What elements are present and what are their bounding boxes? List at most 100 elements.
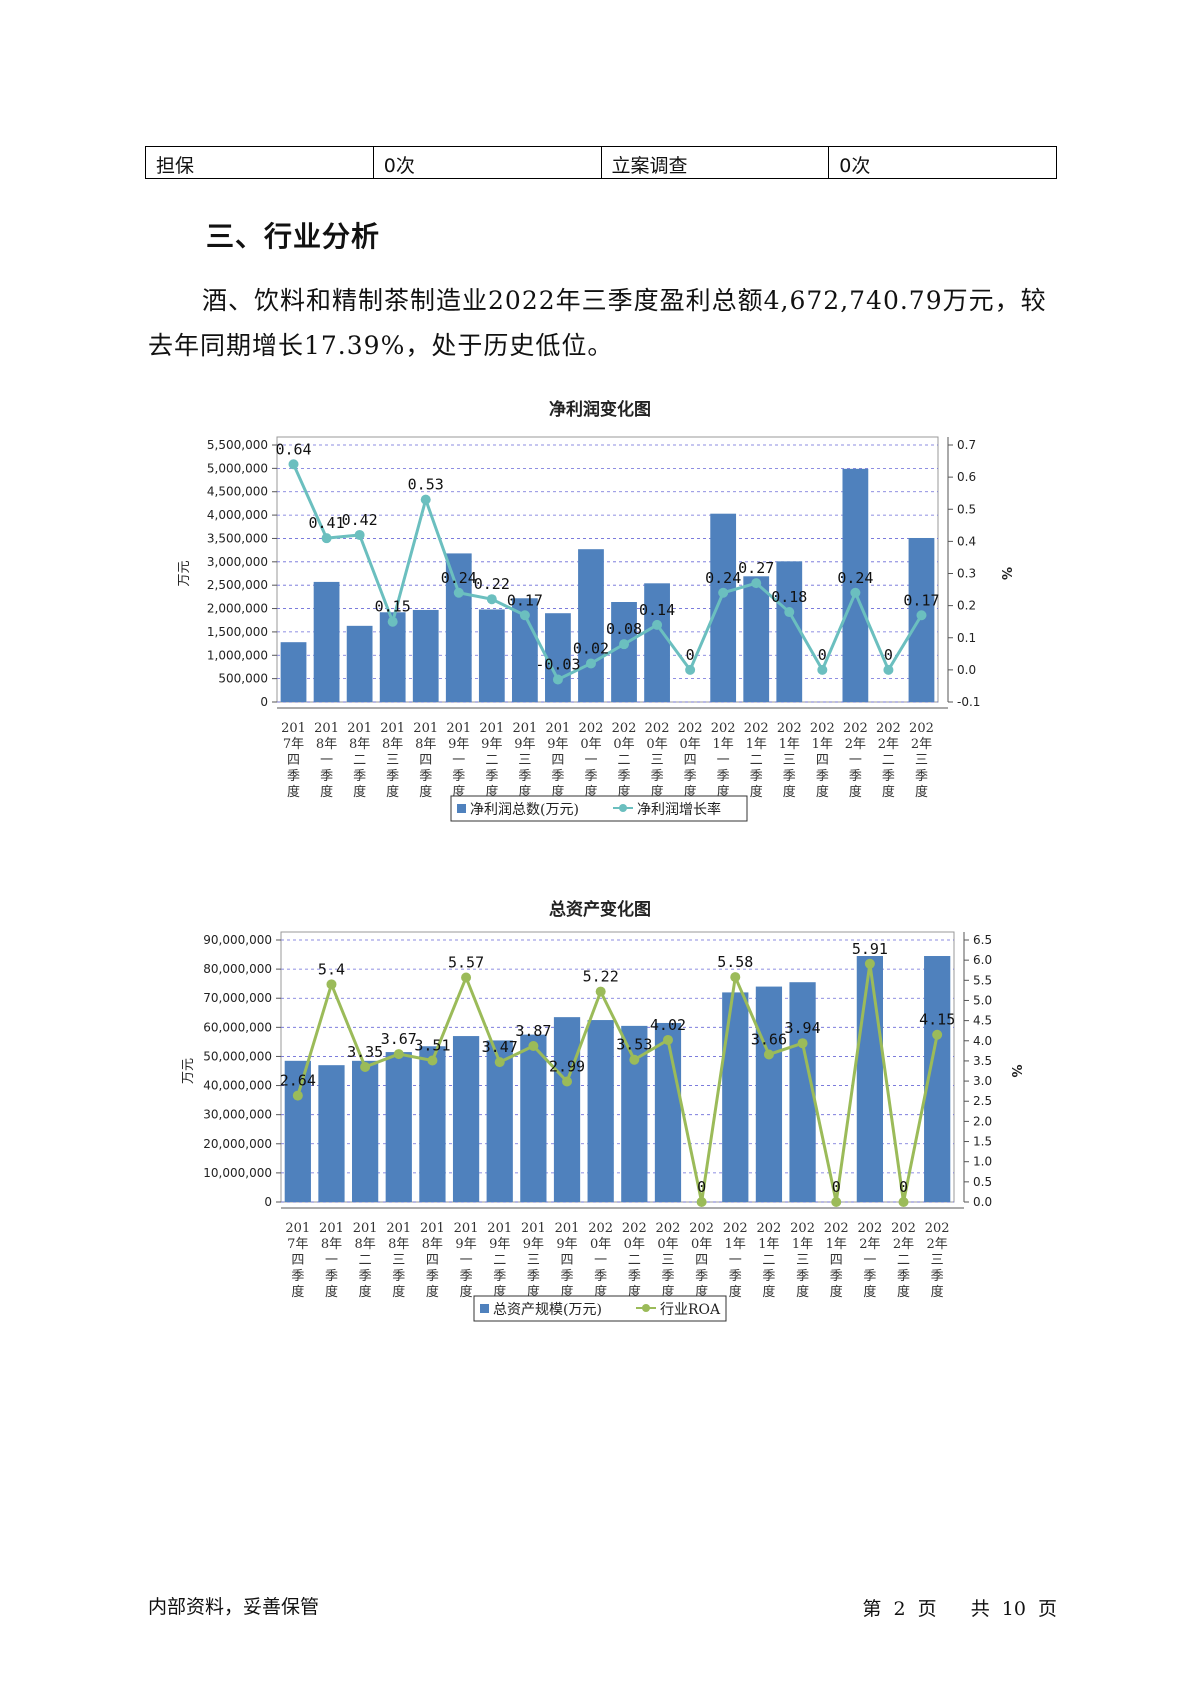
data-label: 0.42	[342, 511, 378, 529]
bar	[379, 612, 406, 702]
line-point	[850, 587, 861, 598]
data-label: 5.58	[717, 953, 753, 971]
data-label: 0	[818, 646, 827, 664]
line-point	[321, 533, 332, 544]
bar	[346, 625, 373, 702]
y-tick-label: 60,000,000	[203, 1020, 272, 1034]
x-tick-label: 201 8年一季度	[319, 1221, 344, 1300]
y-tick-label: 30,000,000	[203, 1108, 272, 1122]
data-label: 0	[832, 1178, 841, 1196]
line-point	[453, 587, 464, 598]
line-point	[595, 986, 606, 997]
line-point	[486, 594, 497, 605]
total-pages: 10	[1001, 1598, 1026, 1620]
y-tick-label: 70,000,000	[203, 991, 272, 1005]
bar	[452, 1036, 480, 1202]
x-tick-label: 202 1年二季度	[744, 721, 769, 800]
y-tick-label: 500,000	[218, 672, 268, 686]
legend-label-bar: 总资产规模(万元)	[493, 1302, 602, 1318]
x-tick-label: 202 2年三季度	[925, 1221, 950, 1300]
line-point	[288, 459, 299, 470]
line-point	[420, 494, 431, 505]
line-point	[685, 664, 696, 675]
chart-title: 总资产变化图	[549, 899, 651, 920]
x-tick-label: 201 8年二季度	[347, 721, 372, 800]
legend-label-bar: 净利润总数(万元)	[470, 802, 579, 818]
bar	[419, 1046, 446, 1202]
line-point	[696, 1197, 707, 1207]
x-tick-label: 202 0年三季度	[645, 721, 670, 800]
line-point	[916, 610, 927, 621]
x-tick-label: 202 2年二季度	[891, 1221, 916, 1300]
data-label: 2.99	[549, 1057, 585, 1075]
x-tick-label: 201 7年四季度	[285, 1221, 310, 1300]
y2-tick-label: 2.0	[973, 1114, 992, 1128]
y2-tick-label: 0.2	[957, 599, 976, 613]
data-label: 0.17	[507, 591, 543, 609]
footer-confidential: 内部资料，妥善保管	[148, 1596, 320, 1618]
y2-tick-label: 0.1	[957, 631, 976, 645]
bar	[313, 581, 340, 702]
y-tick-label: 1,000,000	[207, 648, 268, 662]
y2-tick-label: 3.5	[973, 1054, 992, 1068]
bar	[280, 642, 307, 702]
data-label: 3.66	[751, 1030, 787, 1048]
legend-label-line: 净利润增长率	[637, 801, 721, 818]
line-point	[619, 639, 630, 650]
bar	[856, 956, 883, 1202]
net-profit-chart: 净利润变化图 5,500,000 5,000,000 4,500,000 4,000,0…	[0, 380, 1191, 850]
data-label: 3.51	[414, 1037, 450, 1055]
line-point	[932, 1029, 943, 1040]
x-tick-label: 202 0年二季度	[622, 1221, 647, 1300]
y-tick-label: 80,000,000	[203, 962, 272, 976]
data-label: 0.18	[771, 588, 807, 606]
line-point	[797, 1038, 808, 1049]
bar	[578, 549, 604, 702]
line-point	[461, 972, 472, 983]
legend-box	[473, 1295, 727, 1322]
data-label: 2.64	[280, 1072, 316, 1090]
table-cell: 担保	[145, 146, 374, 179]
y2-tick-label: 0.0	[973, 1195, 992, 1209]
x-tick-label: 201 8年三季度	[380, 721, 405, 800]
line-point	[585, 658, 596, 669]
x-tick-label: 201 9年一季度	[446, 721, 471, 800]
line-point	[763, 1049, 774, 1060]
y-tick-label: 50,000,000	[203, 1049, 272, 1063]
data-label: 0	[686, 646, 695, 664]
net-profit-chart-svg: 净利润变化图 5,500,000 5,000,000 4,500,000 4,000,0…	[177, 399, 1013, 822]
data-label: 0.27	[738, 559, 774, 577]
bar	[743, 576, 770, 702]
line-point	[528, 1041, 539, 1052]
x-tick-label: 201 9年二季度	[487, 1221, 512, 1300]
line-series	[296, 963, 939, 1203]
bar	[644, 583, 670, 702]
x-tick-label: 201 8年一季度	[314, 721, 339, 800]
total-assets-chart: 总资产变化图 90,000,000 80,000,000 70,000,000 60,0…	[0, 880, 1191, 1350]
x-tick-label: 201 9年三季度	[521, 1221, 546, 1300]
line-point	[730, 972, 741, 983]
table-cell: 立案调查	[600, 146, 830, 179]
y2-tick-label: 0.7	[957, 438, 976, 452]
x-tick-label: 202 2年一季度	[857, 1221, 882, 1300]
x-tick-label: 202 0年四季度	[689, 1221, 714, 1300]
bar	[486, 1040, 513, 1202]
line-point	[427, 1055, 438, 1066]
bar	[654, 1022, 682, 1202]
bar	[545, 613, 571, 702]
y-tick-label: 3,500,000	[207, 531, 268, 545]
x-tick-label: 201 7年四季度	[281, 721, 306, 800]
bar	[478, 609, 505, 702]
line-point	[387, 616, 398, 627]
data-label: 0.14	[639, 601, 675, 619]
data-label: 4.02	[650, 1016, 686, 1034]
line-point	[784, 607, 795, 618]
line-point	[519, 610, 530, 621]
x-tick-label: 202 0年一季度	[588, 1221, 613, 1300]
x-tick-label: 202 1年四季度	[824, 1221, 849, 1300]
x-tick-label: 202 1年三季度	[777, 721, 802, 800]
paragraph-line-2: 较去年同期增长17.39%，处于历史低位。	[148, 286, 1047, 360]
data-label: 3.94	[785, 1019, 821, 1037]
x-tick-label: 202 1年二季度	[757, 1221, 782, 1300]
table-cell: 0次	[828, 146, 1057, 179]
